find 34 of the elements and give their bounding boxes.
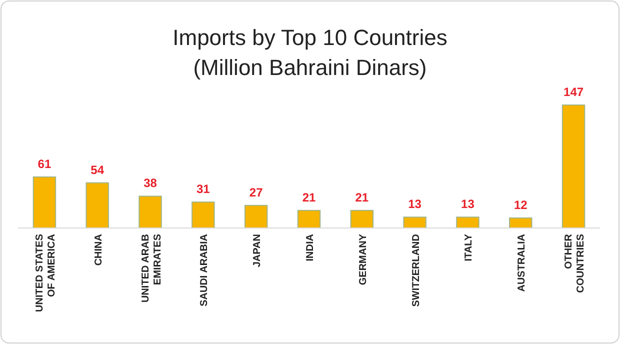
bar — [138, 196, 162, 228]
bar — [244, 204, 268, 228]
x-tick-label: GERMANY — [358, 234, 369, 286]
data-label: 27 — [249, 185, 264, 200]
data-label: 12 — [514, 198, 528, 212]
data-label: 13 — [408, 197, 422, 212]
bar — [509, 217, 532, 228]
x-tick-label: INDIA — [305, 234, 316, 262]
x-tick-label: UNITED ARAB EMIRATES — [140, 234, 164, 303]
bar — [562, 104, 586, 228]
x-tick-label: AUSTRALIA — [516, 234, 528, 292]
data-label: 21 — [355, 190, 369, 204]
x-tick-label: CHINA — [93, 234, 104, 266]
data-label: 38 — [144, 176, 158, 190]
data-label: 13 — [461, 197, 475, 212]
bar — [32, 176, 56, 228]
bar — [297, 210, 321, 228]
bar — [86, 182, 109, 228]
chart-title: Imports by Top 10 Countries (Million Bahraini Dinars) — [172, 25, 448, 80]
data-label: 21 — [302, 190, 316, 204]
bar — [403, 216, 426, 228]
data-label: 31 — [196, 182, 210, 196]
x-tick-label: OTHER COUNTRIES — [564, 233, 587, 293]
x-tick-label: SWITZERLAND — [410, 234, 422, 307]
data-label: 54 — [90, 162, 104, 177]
x-tick-label: ITALY — [464, 234, 475, 262]
bar — [192, 202, 215, 228]
x-tick-label: SAUDI ARABIA — [199, 234, 210, 306]
x-tick-label: JAPAN — [252, 234, 264, 268]
data-label: 147 — [564, 85, 584, 99]
bar — [456, 216, 480, 228]
bar — [350, 210, 374, 228]
data-label: 61 — [38, 156, 52, 171]
x-tick-label: UNITED STATES OF AMERICA — [34, 234, 58, 312]
